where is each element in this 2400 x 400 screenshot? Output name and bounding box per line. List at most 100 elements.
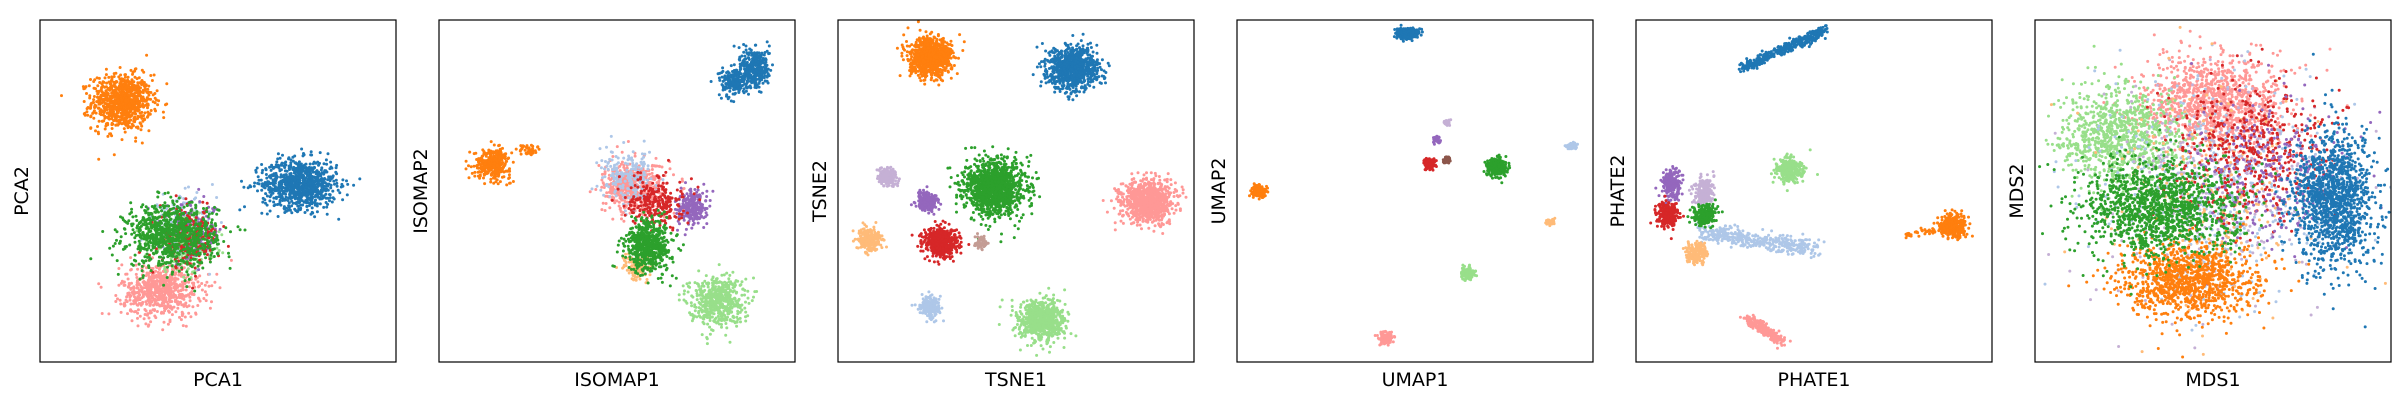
scatter-point: [268, 199, 272, 203]
scatter-point: [505, 183, 509, 187]
scatter-point: [162, 256, 166, 260]
scatter-point: [288, 192, 292, 196]
scatter-point: [322, 162, 326, 166]
scatter-point: [742, 91, 746, 95]
scatter-point: [484, 172, 487, 176]
scatter-point: [198, 299, 202, 303]
scatter-point: [112, 119, 116, 123]
scatter-point: [176, 231, 180, 235]
scatter-point: [500, 169, 504, 173]
scatter-point: [269, 168, 273, 172]
scatter-point: [137, 85, 141, 89]
scatter-point: [140, 269, 144, 273]
scatter-point: [287, 185, 291, 189]
scatter-point: [174, 310, 178, 314]
scatter-point: [147, 292, 150, 296]
scatter-point: [129, 256, 133, 260]
scatter-point: [129, 91, 133, 95]
scatter-point: [126, 285, 130, 289]
scatter-point: [228, 266, 232, 270]
scatter-point: [149, 320, 153, 324]
scatter-point: [133, 91, 137, 95]
scatter-point: [124, 232, 128, 236]
scatter-point: [138, 81, 142, 85]
scatter-point: [301, 181, 305, 185]
scatter-point: [104, 85, 108, 89]
scatter-point: [290, 211, 294, 215]
scatter-point: [175, 284, 179, 288]
scatter-point: [319, 184, 323, 187]
scatter-point: [116, 115, 120, 118]
scatter-point: [286, 199, 290, 202]
scatter-point: [201, 266, 205, 270]
scatter-point: [301, 154, 305, 158]
scatter-point: [298, 200, 302, 204]
scatter-point: [150, 205, 154, 208]
scatter-point: [189, 258, 192, 262]
scatter-point: [305, 205, 309, 208]
scatter-point: [161, 328, 165, 332]
scatter-point: [201, 217, 205, 221]
scatter-point: [166, 227, 169, 231]
scatter-point: [181, 285, 185, 289]
scatter-point: [131, 290, 135, 293]
scatter-point: [147, 129, 151, 133]
scatter-point: [107, 312, 111, 316]
scatter-point: [129, 294, 133, 298]
scatter-point: [213, 222, 217, 226]
scatter-point: [101, 119, 105, 123]
scatter-point: [184, 241, 188, 245]
scatter-point: [255, 166, 259, 170]
scatter-point: [115, 238, 118, 242]
scatter-point: [256, 175, 260, 179]
scatter-point: [331, 175, 335, 179]
scatter-point: [288, 208, 292, 212]
scatter-point: [157, 259, 161, 263]
scatter-point: [147, 276, 151, 280]
scatter-point: [130, 113, 134, 117]
scatter-point: [218, 227, 222, 231]
scatter-point: [184, 294, 188, 298]
scatter-point: [175, 277, 179, 281]
scatter-point: [205, 253, 209, 257]
scatter-point: [138, 289, 142, 293]
scatter-point: [120, 98, 124, 102]
scatter-point: [127, 88, 130, 91]
scatter-point: [132, 107, 136, 111]
scatter-point: [306, 168, 310, 172]
scatter-point: [123, 94, 127, 98]
scatter-point: [199, 260, 203, 264]
scatter-point: [139, 234, 143, 238]
scatter-point: [205, 206, 209, 210]
scatter-point: [143, 111, 147, 115]
scatter-point: [116, 119, 120, 123]
scatter-point: [741, 75, 745, 79]
scatter-point: [121, 102, 124, 106]
scatter-point: [261, 200, 265, 204]
scatter-point: [142, 280, 146, 283]
scatter-point: [467, 164, 470, 168]
scatter-point: [122, 283, 126, 287]
scatter-point: [147, 273, 150, 277]
scatter-point: [332, 197, 336, 201]
scatter-point: [160, 209, 164, 213]
scatter-point: [338, 191, 342, 195]
scatter-point: [314, 176, 318, 180]
scatter-point: [129, 268, 133, 271]
scatter-point: [183, 220, 187, 224]
scatter-point: [298, 190, 302, 194]
scatter-point: [148, 309, 152, 313]
scatter-point: [170, 313, 174, 317]
scatter-point: [135, 84, 139, 88]
scatter-point: [238, 208, 242, 212]
scatter-point: [314, 172, 318, 176]
scatter-point: [114, 294, 118, 297]
scatter-point: [141, 231, 145, 234]
scatter-point: [156, 195, 160, 199]
scatter-point: [129, 118, 133, 122]
scatter-point: [153, 216, 157, 220]
scatter-point: [215, 212, 219, 216]
scatter-point: [156, 210, 160, 214]
scatter-point: [733, 91, 737, 95]
scatter-point: [133, 240, 137, 244]
